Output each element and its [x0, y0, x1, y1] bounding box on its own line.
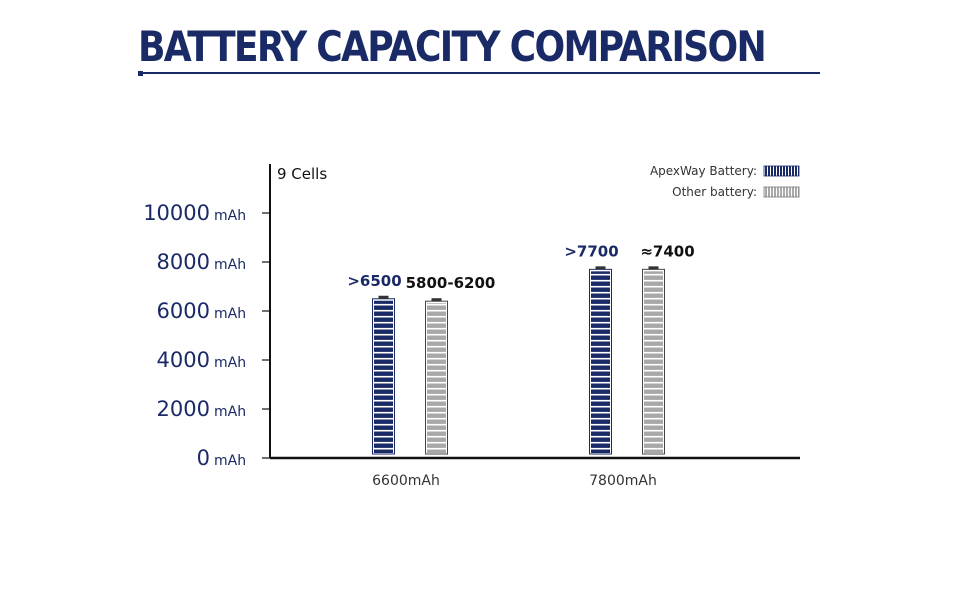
- bar: [644, 271, 663, 453]
- cells-annotation: 9 Cells: [277, 165, 327, 183]
- y-tick-label: 6000: [157, 299, 210, 323]
- y-tick-unit: mAh: [214, 306, 246, 322]
- bar: [591, 271, 610, 453]
- battery-cap: [431, 298, 442, 302]
- y-tick-label: 8000: [157, 250, 210, 274]
- data-label: >6500: [347, 272, 401, 290]
- bar: [374, 300, 393, 453]
- data-label: 5800-6200: [406, 274, 496, 292]
- y-tick-label: 0: [197, 446, 210, 470]
- legend-label-apexway-text: ApexWay Battery: [650, 164, 754, 178]
- bar: [427, 303, 446, 453]
- y-tick-unit: mAh: [214, 208, 246, 224]
- y-tick-label: 10000: [143, 201, 210, 225]
- battery-cap: [378, 295, 389, 299]
- x-tick-label: 6600mAh: [372, 473, 440, 489]
- y-tick-unit: mAh: [214, 453, 246, 469]
- y-tick-label: 2000: [157, 397, 210, 421]
- legend-label-other: Other battery:: [672, 185, 757, 199]
- legend: ApexWay Battery: Other battery:: [650, 164, 800, 199]
- legend-label-apexway: ApexWay Battery:: [650, 164, 757, 178]
- y-tick-unit: mAh: [214, 404, 246, 420]
- battery-cap: [648, 266, 659, 270]
- title-underline: [140, 72, 820, 74]
- legend-swatch-other: [763, 186, 800, 198]
- data-label: ≈7400: [640, 242, 694, 260]
- battery-cap: [595, 266, 606, 270]
- y-tick-label: 4000: [157, 348, 210, 372]
- y-tick-unit: mAh: [214, 257, 246, 273]
- page-title: BATTERY CAPACITY COMPARISON: [138, 22, 767, 71]
- y-tick-unit: mAh: [214, 355, 246, 371]
- data-label: >7700: [564, 242, 618, 260]
- x-ticks: 6600mAh 7800mAh: [372, 473, 657, 489]
- title-underline-dot: [138, 71, 143, 76]
- legend-label-other-text: Other battery: [672, 185, 754, 199]
- bars: >6500 5800-6200 >7700 ≈7400: [347, 242, 695, 455]
- x-tick-label: 7800mAh: [589, 473, 657, 489]
- legend-swatch-apexway: [763, 165, 800, 177]
